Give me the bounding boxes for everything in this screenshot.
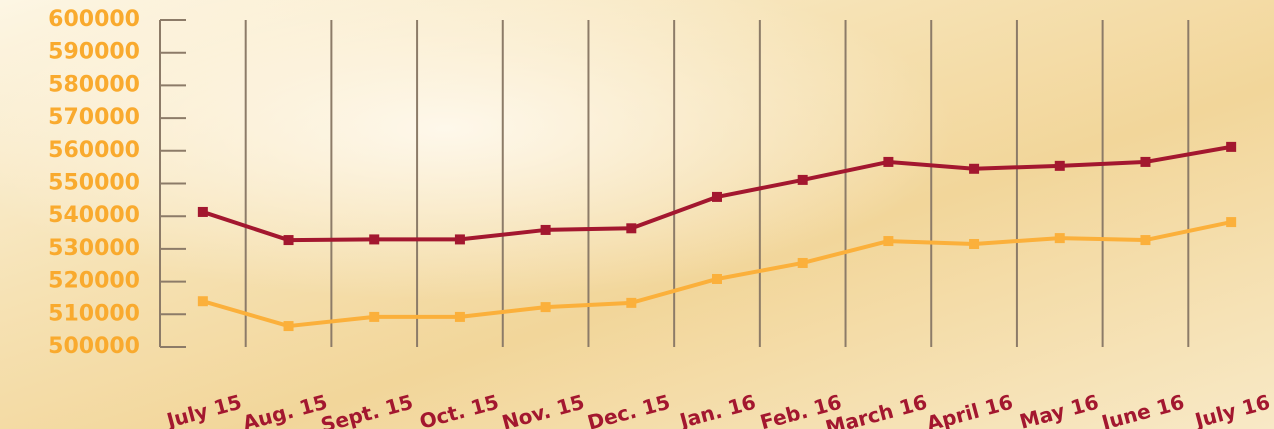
data-point (712, 274, 722, 284)
data-point (369, 312, 379, 322)
data-point (455, 234, 465, 244)
y-tick-label: 600000 (48, 7, 140, 32)
data-point (1055, 161, 1065, 171)
y-tick-label: 570000 (48, 105, 140, 130)
data-point (541, 302, 551, 312)
y-tick-label: 560000 (48, 138, 140, 163)
page: {"chart_data": {"type": "line", "categor… (0, 0, 1274, 429)
data-point (1140, 157, 1150, 167)
y-tick-label: 550000 (48, 171, 140, 196)
data-point (626, 223, 636, 233)
data-point (1140, 235, 1150, 245)
data-point (1226, 217, 1236, 227)
y-tick-label: 510000 (48, 301, 140, 326)
data-point (198, 296, 208, 306)
data-point (369, 234, 379, 244)
data-point (1226, 142, 1236, 152)
data-point (284, 235, 294, 245)
data-point (712, 192, 722, 202)
chart: 500000 510000 520000 530000 540000 550000 5600… (0, 0, 1274, 429)
data-point (198, 207, 208, 217)
background-glow (0, 0, 1274, 429)
y-tick-label: 580000 (48, 72, 140, 97)
data-point (626, 298, 636, 308)
data-point (969, 239, 979, 249)
data-point (1055, 233, 1065, 243)
y-tick-label: 540000 (48, 203, 140, 228)
data-point (455, 312, 465, 322)
y-tick-label: 530000 (48, 236, 140, 261)
data-point (969, 164, 979, 174)
data-point (883, 236, 893, 246)
data-point (798, 175, 808, 185)
data-point (883, 157, 893, 167)
data-point (798, 258, 808, 268)
data-point (541, 225, 551, 235)
y-tick-label: 500000 (48, 334, 140, 359)
y-tick-label: 520000 (48, 269, 140, 294)
y-tick-label: 590000 (48, 40, 140, 65)
data-point (284, 321, 294, 331)
